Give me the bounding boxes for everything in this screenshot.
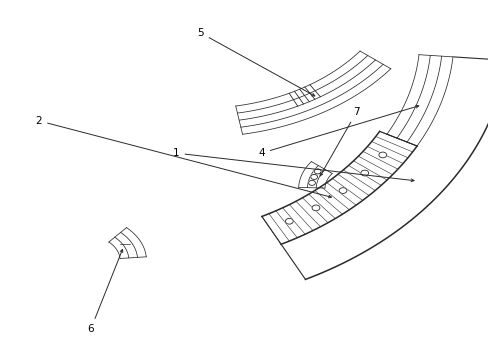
Circle shape bbox=[310, 175, 317, 179]
Polygon shape bbox=[108, 227, 147, 258]
Circle shape bbox=[308, 180, 315, 185]
Circle shape bbox=[339, 188, 346, 193]
Circle shape bbox=[378, 152, 386, 158]
Polygon shape bbox=[386, 55, 452, 146]
Polygon shape bbox=[280, 57, 488, 279]
Polygon shape bbox=[235, 50, 392, 136]
Text: 4: 4 bbox=[258, 105, 418, 158]
Text: 5: 5 bbox=[197, 28, 314, 96]
Text: 7: 7 bbox=[320, 107, 359, 176]
Text: 3: 3 bbox=[0, 359, 1, 360]
Circle shape bbox=[360, 170, 368, 176]
Polygon shape bbox=[297, 161, 333, 188]
Circle shape bbox=[311, 205, 319, 211]
Circle shape bbox=[314, 169, 321, 174]
Text: 6: 6 bbox=[87, 249, 122, 334]
Text: 2: 2 bbox=[36, 116, 331, 198]
Polygon shape bbox=[261, 131, 416, 244]
Polygon shape bbox=[478, 0, 488, 64]
Text: 1: 1 bbox=[173, 148, 413, 182]
Circle shape bbox=[285, 219, 293, 224]
